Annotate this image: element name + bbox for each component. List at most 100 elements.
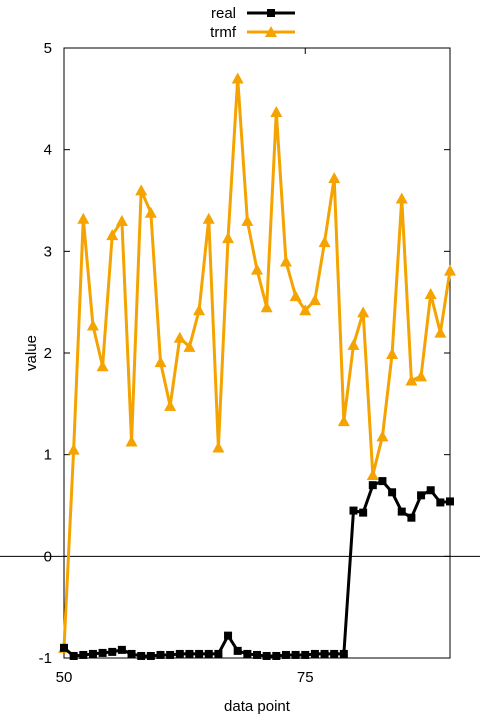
legend-label-trmf: trmf: [210, 24, 237, 41]
series-line-trmf: [62, 77, 452, 648]
legend-marker-trmf: [265, 26, 277, 37]
data-point-real: [69, 651, 78, 660]
data-point-trmf: [366, 469, 379, 480]
data-point-real: [156, 650, 165, 659]
data-point-trmf: [144, 206, 157, 218]
data-point-real: [330, 649, 339, 658]
data-point-real: [60, 643, 68, 652]
y-tick-label: 5: [44, 40, 52, 57]
data-point-trmf: [308, 294, 321, 306]
data-point-real: [368, 481, 377, 490]
data-point-real: [388, 488, 397, 497]
data-point-trmf: [444, 264, 456, 276]
data-point-trmf: [125, 435, 138, 447]
data-point-real: [272, 651, 281, 660]
data-point-real: [253, 650, 261, 659]
data-point-trmf: [424, 288, 437, 300]
x-axis-title: data point: [224, 698, 291, 715]
data-point-trmf: [164, 399, 177, 411]
x-tick-label: 50: [56, 669, 73, 686]
data-point-real: [243, 649, 252, 658]
data-point-real: [436, 498, 445, 507]
data-point-trmf: [289, 290, 302, 302]
data-point-real: [310, 649, 319, 658]
data-point-real: [204, 649, 213, 658]
data-point-trmf: [279, 255, 292, 267]
data-point-real: [397, 507, 406, 516]
data-point-real: [185, 649, 194, 658]
data-point-real: [117, 645, 126, 654]
data-point-trmf: [183, 340, 196, 352]
axis-ticks: -1 0 1 2 3 4 5 50 75: [39, 40, 450, 686]
data-point-trmf: [106, 229, 119, 241]
data-point-trmf: [318, 236, 331, 248]
y-tick-label: 4: [44, 142, 52, 159]
data-point-real: [214, 649, 223, 658]
legend: real trmf: [210, 5, 295, 41]
data-point-trmf: [347, 338, 360, 350]
data-point-real: [320, 649, 329, 658]
data-point-real: [359, 508, 368, 517]
data-point-real: [281, 650, 290, 659]
data-point-trmf: [77, 212, 90, 224]
data-point-trmf: [202, 212, 215, 224]
legend-label-real: real: [211, 5, 236, 22]
data-point-real: [301, 650, 310, 659]
data-point-real: [127, 649, 136, 658]
data-point-trmf: [376, 430, 389, 442]
data-point-trmf: [135, 184, 148, 196]
y-tick-label: 3: [44, 243, 52, 260]
data-point-real: [146, 651, 155, 660]
data-point-trmf: [251, 263, 263, 275]
data-point-trmf: [231, 72, 244, 84]
data-point-real: [446, 497, 454, 506]
data-point-real: [88, 649, 97, 658]
series-trmf: [58, 72, 456, 653]
data-point-real: [262, 651, 271, 660]
data-point-trmf: [222, 232, 235, 244]
data-point-real: [426, 486, 435, 495]
data-point-trmf: [270, 106, 283, 118]
data-point-real: [224, 631, 233, 640]
data-point-trmf: [67, 443, 80, 455]
y-tick-label: 0: [44, 548, 52, 565]
data-point-real: [291, 650, 300, 659]
data-point-trmf: [173, 331, 186, 343]
legend-marker-real: [267, 9, 275, 17]
data-point-real: [175, 649, 184, 658]
data-point-real: [98, 648, 107, 657]
x-tick-label: 75: [297, 669, 314, 686]
data-point-real: [407, 513, 416, 522]
data-point-real: [349, 506, 358, 515]
data-point-real: [108, 647, 117, 656]
data-point-trmf: [395, 192, 408, 204]
data-point-trmf: [357, 306, 370, 318]
data-point-trmf: [260, 301, 273, 313]
data-point-trmf: [212, 441, 225, 453]
data-point-real: [137, 651, 146, 660]
data-point-real: [339, 649, 348, 658]
series-line-real: [63, 479, 451, 658]
data-point-trmf: [386, 348, 399, 360]
data-point-trmf: [328, 172, 341, 184]
y-axis-title: value: [23, 335, 40, 371]
data-point-real: [166, 650, 175, 659]
data-point-trmf: [154, 356, 167, 368]
y-tick-label: 2: [44, 345, 52, 362]
data-point-real: [233, 646, 242, 655]
data-point-trmf: [299, 304, 312, 316]
data-point-trmf: [337, 415, 350, 427]
data-point-real: [378, 477, 387, 486]
series-layer: [58, 72, 456, 660]
data-point-trmf: [405, 374, 418, 386]
data-point-trmf: [241, 214, 254, 226]
data-point-real: [195, 649, 204, 658]
data-point-trmf: [193, 304, 206, 316]
series-real: [60, 477, 454, 660]
y-tick-label: 1: [44, 447, 52, 464]
data-point-real: [417, 491, 426, 500]
data-point-trmf: [115, 214, 128, 226]
data-point-trmf: [86, 319, 99, 331]
data-point-real: [79, 650, 88, 659]
